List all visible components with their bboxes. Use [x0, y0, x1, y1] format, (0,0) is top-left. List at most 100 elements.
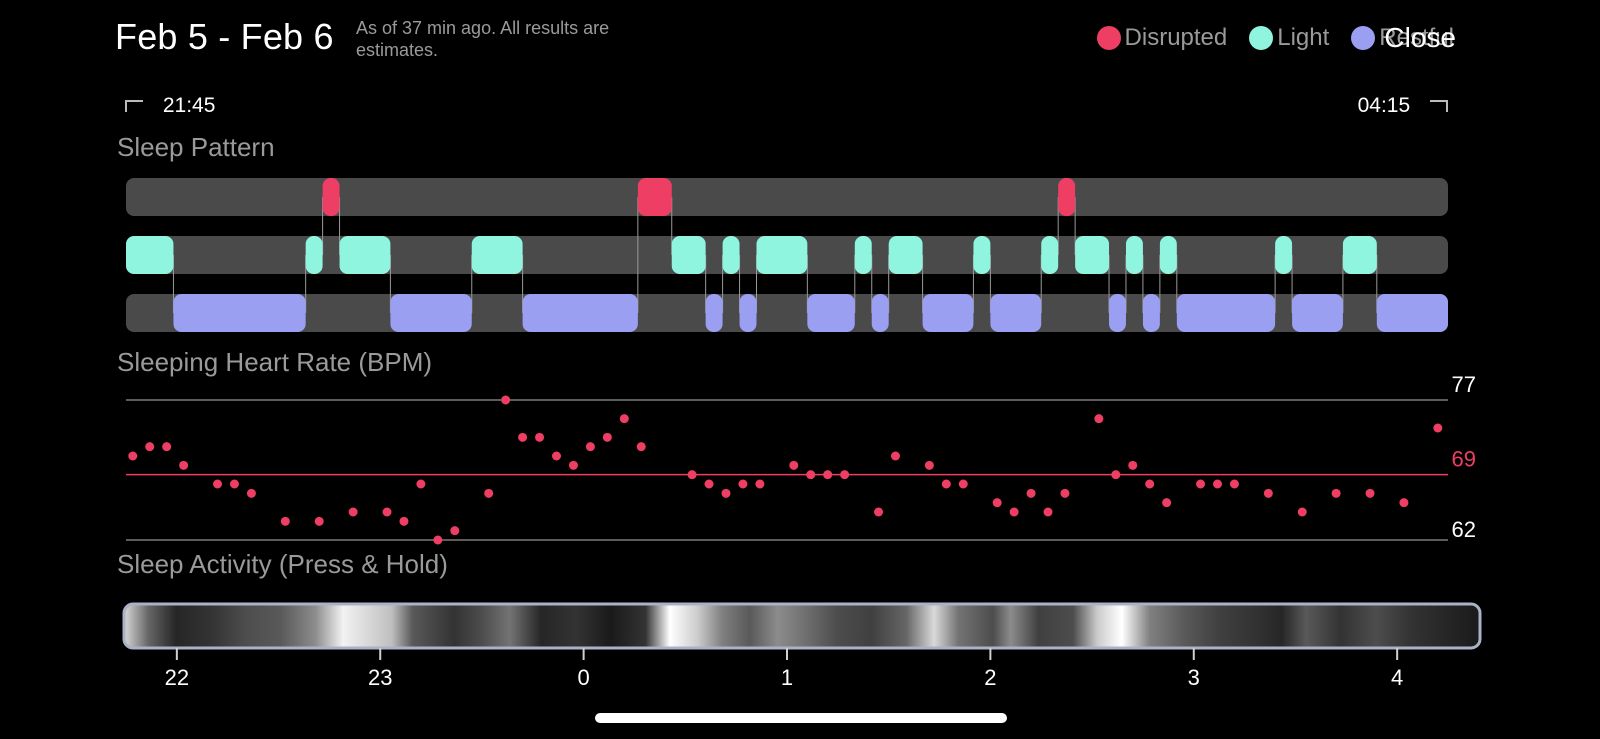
heart-rate-point — [602, 432, 612, 442]
segment-light — [722, 236, 740, 274]
legend-label: Restful — [1379, 24, 1454, 51]
heart-rate-point — [145, 442, 155, 452]
heart-rate-point — [382, 507, 392, 517]
axis-tick-label: 0 — [577, 665, 589, 690]
heart-rate-point — [179, 460, 189, 470]
heart-rate-point — [890, 451, 900, 461]
segment-light — [1275, 236, 1293, 274]
segment-light — [671, 236, 706, 274]
heart-rate-point — [399, 516, 409, 526]
axis-tick-label: 1 — [781, 665, 793, 690]
heart-rate-point — [1026, 488, 1036, 498]
heart-rate-chart: 77 69 62 — [126, 372, 1476, 545]
close-button[interactable]: Close — [1384, 22, 1456, 53]
segment-light — [339, 236, 391, 274]
segment-disrupted — [637, 178, 672, 216]
estimate-note: As of 37 min ago. All results are estima… — [356, 18, 610, 60]
segment-light — [305, 236, 323, 274]
segment-restful — [922, 294, 974, 332]
heart-rate-point — [1060, 488, 1070, 498]
heart-rate-point — [1009, 507, 1019, 517]
heart-rate-point — [229, 479, 239, 489]
heart-rate-point — [636, 442, 646, 452]
axis-tick-label: 22 — [165, 665, 189, 690]
start-bracket-icon — [125, 100, 143, 113]
segment-restful — [1376, 294, 1448, 332]
heart-rate-point — [1399, 498, 1409, 508]
heart-rate-point — [619, 414, 629, 424]
heart-rate-point — [704, 479, 714, 489]
activity-heatmap[interactable] — [122, 602, 1482, 650]
legend-item-light: Light — [1249, 24, 1329, 52]
heart-rate-point — [1331, 488, 1341, 498]
heart-rate-point — [992, 498, 1002, 508]
heart-rate-point — [518, 432, 528, 442]
heart-rate-point — [823, 470, 833, 480]
segment-restful — [739, 294, 757, 332]
legend-label: Disrupted — [1124, 24, 1228, 51]
sleep-pattern-title: Sleep Pattern — [117, 132, 275, 162]
heart-rate-point — [246, 488, 256, 498]
segment-restful — [1292, 294, 1343, 332]
segment-restful — [807, 294, 855, 332]
page-title: Feb 5 - Feb 6 — [115, 16, 334, 57]
axis-tick-label: 3 — [1188, 665, 1200, 690]
heart-rate-point — [958, 479, 968, 489]
home-indicator — [595, 713, 1007, 723]
heart-rate-point — [568, 460, 578, 470]
segment-light — [1075, 236, 1110, 274]
axis-tick-label: 23 — [368, 665, 392, 690]
heart-rate-point — [450, 526, 460, 536]
segment-disrupted — [1058, 178, 1076, 216]
restful-dot-icon — [1351, 26, 1376, 50]
legend-label: Light — [1277, 24, 1330, 51]
segment-light — [854, 236, 872, 274]
heart-rate-point — [924, 460, 934, 470]
heart-rate-point — [1128, 460, 1138, 470]
sleep-activity-chart[interactable]: 22 23 0 1 2 3 4 — [122, 602, 1482, 690]
heart-rate-point — [789, 460, 799, 470]
segment-light — [973, 236, 991, 274]
heart-rate-point — [213, 479, 223, 489]
legend: Disrupted Light Restful — [1096, 24, 1454, 52]
heart-rate-point — [551, 451, 561, 461]
segment-restful — [1109, 294, 1126, 332]
heart-rate-point — [738, 479, 748, 489]
heart-rate-point — [1094, 414, 1104, 424]
heart-rate-title: Sleeping Heart Rate (BPM) — [117, 347, 433, 377]
heart-rate-point — [806, 470, 816, 480]
segment-restful — [390, 294, 472, 332]
heart-rate-point — [484, 488, 494, 498]
average-label: 69 — [1452, 447, 1476, 472]
segment-restful — [705, 294, 723, 332]
track-disrupted — [126, 178, 1448, 216]
axis-tick-label: 4 — [1391, 665, 1403, 690]
heart-rate-point — [1043, 507, 1053, 517]
segment-restful — [871, 294, 889, 332]
segment-light — [756, 236, 808, 274]
end-time: 04:15 — [1358, 94, 1448, 118]
heart-rate-point — [1229, 479, 1239, 489]
heart-rate-point — [535, 432, 545, 442]
legend-item-restful: Restful — [1351, 24, 1454, 52]
heart-rate-point — [1196, 479, 1206, 489]
heart-rate-point — [1162, 498, 1172, 508]
axis-tick-label: 2 — [984, 665, 996, 690]
heart-rate-point — [162, 442, 172, 452]
disrupted-dot-icon — [1096, 26, 1121, 50]
segment-light — [888, 236, 923, 274]
segment-restful — [173, 294, 306, 332]
heart-rate-point — [840, 470, 850, 480]
segment-light — [1342, 236, 1377, 274]
sleep-activity-title: Sleep Activity (Press & Hold) — [117, 549, 448, 579]
heart-rate-point — [1297, 507, 1307, 517]
segment-restful — [1176, 294, 1276, 332]
segment-light — [1125, 236, 1143, 274]
start-time-label: 21:45 — [162, 94, 216, 117]
min-label: 62 — [1452, 517, 1476, 542]
segment-restful — [522, 294, 638, 332]
legend-item-disrupted: Disrupted — [1096, 24, 1228, 52]
end-bracket-icon — [1430, 100, 1448, 113]
light-dot-icon — [1249, 26, 1274, 50]
